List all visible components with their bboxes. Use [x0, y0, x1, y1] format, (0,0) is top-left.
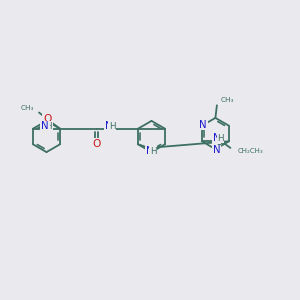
- Text: O: O: [92, 139, 101, 149]
- Text: H: H: [217, 134, 224, 143]
- Text: H: H: [109, 122, 116, 131]
- Text: N: N: [146, 146, 153, 156]
- Text: CH₃: CH₃: [220, 98, 234, 103]
- Text: CH₂CH₃: CH₂CH₃: [237, 148, 263, 154]
- Text: CH₃: CH₃: [21, 105, 34, 111]
- Text: N: N: [213, 145, 220, 155]
- Text: H: H: [45, 122, 52, 131]
- Text: N: N: [105, 121, 112, 131]
- Text: H: H: [150, 147, 156, 156]
- Text: N: N: [41, 121, 49, 131]
- Text: N: N: [199, 119, 207, 130]
- Text: O: O: [43, 114, 52, 124]
- Text: N: N: [213, 133, 221, 143]
